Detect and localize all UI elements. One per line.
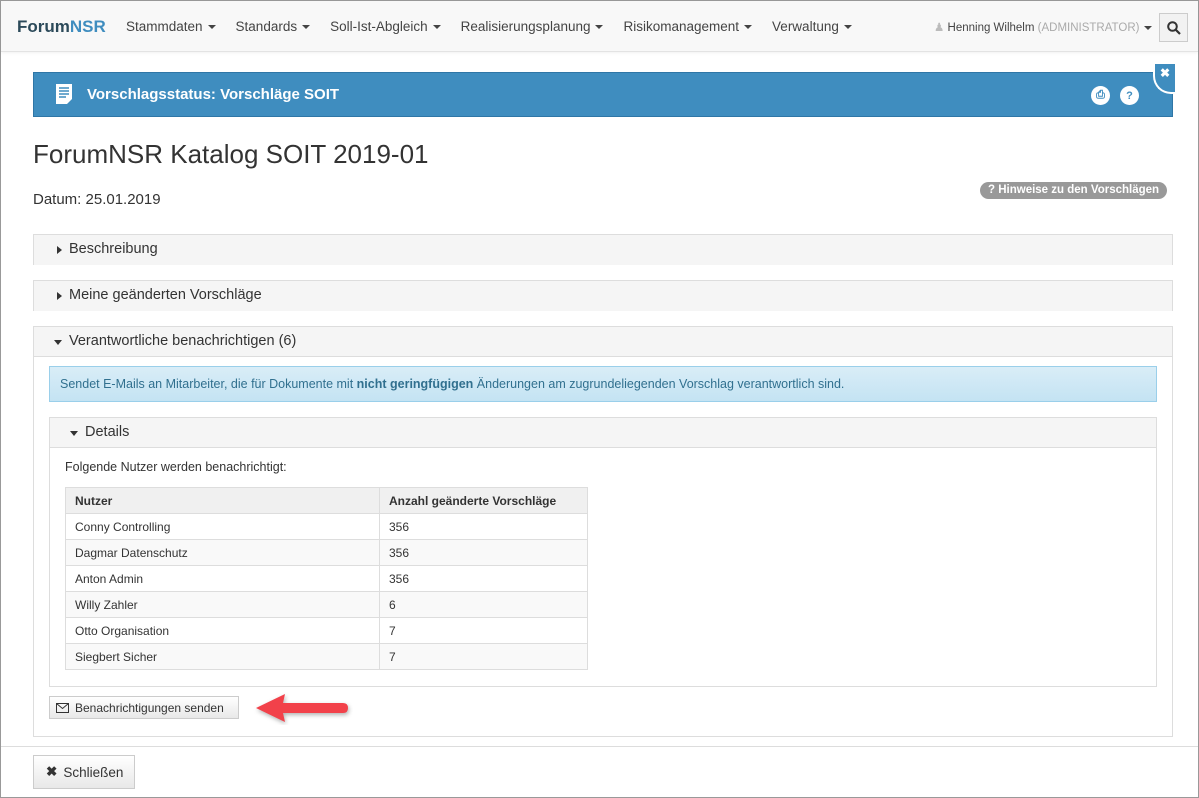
column-header-nutzer: Nutzer: [65, 487, 380, 514]
dialog-title: Vorschlagsstatus: Vorschläge SOIT: [87, 86, 340, 103]
caret-down-icon: [595, 25, 604, 30]
panel-details-header[interactable]: Details: [50, 418, 1156, 448]
caret-right-icon: [57, 292, 62, 300]
hints-badge[interactable]: ? Hinweise zu den Vorschlägen: [980, 182, 1168, 199]
document-icon: [56, 84, 72, 104]
close-icon: ✖: [1159, 66, 1171, 80]
panel-meine-vorschlaege[interactable]: Meine geänderten Vorschläge: [33, 280, 1173, 311]
menu-realisierungsplanung[interactable]: Realisierungsplanung: [461, 19, 604, 34]
send-notifications-button[interactable]: Benachrichtigungen senden: [49, 696, 239, 719]
caret-down-icon: [207, 25, 216, 30]
navbar: ForumNSR Stammdaten Standards Soll-Ist-A…: [1, 1, 1198, 52]
close-button[interactable]: ✖ Schließen: [33, 755, 135, 789]
details-intro: Folgende Nutzer werden benachrichtigt:: [65, 460, 287, 474]
footer-divider: [1, 746, 1198, 747]
table-row: Willy Zahler 6: [65, 591, 588, 618]
search-button[interactable]: [1159, 13, 1188, 42]
date-label: Datum: 25.01.2019: [33, 191, 161, 208]
users-table: Nutzer Anzahl geänderte Vorschläge Conny …: [65, 487, 588, 670]
question-icon: ?: [1126, 89, 1133, 102]
info-alert: Sendet E-Mails an Mitarbeiter, die für D…: [49, 366, 1157, 402]
table-row: Otto Organisation 7: [65, 617, 588, 644]
search-icon: [1166, 20, 1181, 35]
user-menu[interactable]: ♟ Henning Wilhelm (ADMINISTRATOR): [934, 20, 1153, 34]
panel-beschreibung[interactable]: Beschreibung: [33, 234, 1173, 265]
caret-down-icon: [432, 25, 441, 30]
panel-verantwortliche-header[interactable]: Verantwortliche benachrichtigen (6): [34, 327, 1172, 357]
menu-standards[interactable]: Standards: [236, 19, 311, 34]
caret-down-icon: [1144, 25, 1153, 30]
print-icon: ⎙: [1096, 89, 1105, 101]
table-row: Siegbert Sicher 7: [65, 643, 588, 670]
caret-down-icon: [302, 25, 311, 30]
help-button[interactable]: ?: [1120, 86, 1139, 105]
user-icon: ♟: [934, 22, 945, 34]
menu-soll-ist-abgleich[interactable]: Soll-Ist-Abgleich: [330, 19, 441, 34]
caret-right-icon: [57, 246, 62, 254]
menu-risikomanagement[interactable]: Risikomanagement: [623, 19, 753, 34]
menu-stammdaten[interactable]: Stammdaten: [126, 19, 216, 34]
menu-verwaltung[interactable]: Verwaltung: [772, 19, 852, 34]
table-row: Conny Controlling 356: [65, 513, 588, 540]
dialog-header: Vorschlagsstatus: Vorschläge SOIT ⎙ ?: [33, 72, 1173, 117]
column-header-anzahl: Anzahl geänderte Vorschläge: [379, 487, 588, 514]
envelope-icon: [56, 702, 69, 713]
brand-logo[interactable]: ForumNSR: [17, 17, 106, 36]
caret-down-icon: [54, 340, 62, 345]
close-icon: ✖: [46, 764, 58, 779]
caret-down-icon: [843, 25, 852, 30]
print-button[interactable]: ⎙: [1091, 86, 1110, 105]
caret-down-icon: [744, 25, 753, 30]
red-arrow-annotation: [256, 694, 348, 722]
page-title: ForumNSR Katalog SOIT 2019-01: [33, 139, 429, 169]
caret-down-icon: [70, 431, 78, 436]
table-row: Dagmar Datenschutz 356: [65, 539, 588, 566]
table-row: Anton Admin 356: [65, 565, 588, 592]
main-menu: Stammdaten Standards Soll-Ist-Abgleich R…: [126, 19, 852, 34]
